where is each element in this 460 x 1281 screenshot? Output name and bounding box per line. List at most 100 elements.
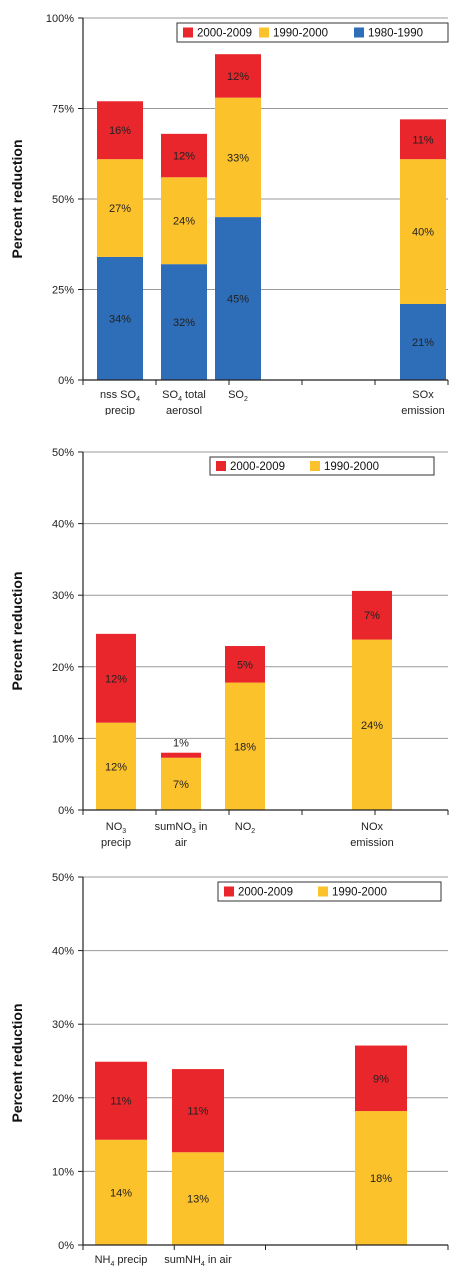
bar-segment <box>97 256 143 380</box>
bar-segment <box>95 1139 147 1245</box>
y-tick-label: 30% <box>52 590 74 602</box>
data-label: 18% <box>370 1173 392 1185</box>
category-label: NO2 <box>235 821 256 835</box>
data-label: 5% <box>237 659 253 671</box>
bar-segment <box>95 1061 147 1140</box>
bar-segment <box>355 1045 407 1112</box>
legend-box <box>176 22 449 43</box>
y-tick-label: 0% <box>58 805 74 817</box>
y-tick-label: 10% <box>52 733 74 745</box>
data-label: 16% <box>109 125 131 137</box>
chart-panel-sulfur: 0% 25% 50% 75% 100% 34% 27% 16% 32% 24% 12% 45% 33% 1… <box>0 0 460 415</box>
oxidized-nitrogen-reduction-chart: 0% 10% 20% 30% 40% 50% 12% 12% 7% 1% 18% 5% 24% 7% NO3… <box>9 447 449 849</box>
bar-segment <box>355 1111 407 1245</box>
data-label: 33% <box>227 152 249 164</box>
y-axis-label: Percent reduction <box>9 1003 25 1122</box>
bar-segment <box>96 722 136 810</box>
y-tick-label: 50% <box>52 447 74 459</box>
bar-segment <box>400 119 446 160</box>
y-tick-label: 0% <box>58 1240 74 1252</box>
category-label-line2: precip <box>101 837 131 849</box>
data-label: 7% <box>364 610 380 622</box>
y-tick-label: 25% <box>52 285 74 297</box>
category-label: NH4 precip <box>95 1254 148 1268</box>
y-tick-label: 40% <box>52 946 74 958</box>
data-label: 24% <box>173 216 195 228</box>
y-tick-label: 100% <box>46 13 74 25</box>
category-label: nss SO4 <box>100 389 140 403</box>
bar-segment <box>172 1152 224 1245</box>
data-label: 9% <box>373 1073 389 1085</box>
y-tick-label: 50% <box>52 872 74 884</box>
y-axis-label: Percent reduction <box>9 571 25 690</box>
bar-segment <box>352 590 392 640</box>
legend-swatch <box>216 461 226 471</box>
reduced-nitrogen-reduction-chart: 0% 10% 20% 30% 40% 50% 14% 11% 13% 11% 18% 9% NH4 pr… <box>9 872 449 1268</box>
bar-segment <box>161 177 207 265</box>
y-tick-label: 10% <box>52 1166 74 1178</box>
data-label: 45% <box>227 294 249 306</box>
bar-segment <box>352 639 392 810</box>
data-label: 12% <box>173 151 195 163</box>
y-tick-label: 20% <box>52 662 74 674</box>
data-label: 12% <box>105 673 127 685</box>
legend-swatch <box>259 27 269 38</box>
data-label: 18% <box>234 741 256 753</box>
category-label-line2: emission <box>401 405 444 415</box>
bar-segment <box>97 159 143 257</box>
data-label: 21% <box>412 337 434 349</box>
legend-box <box>217 881 442 902</box>
category-label: NO3 <box>106 821 127 835</box>
bar-segment <box>161 133 207 178</box>
legend-swatch <box>183 27 193 38</box>
category-label-line2: precip <box>105 405 135 415</box>
data-label: 32% <box>173 317 195 329</box>
bar-segment <box>225 682 265 810</box>
legend-label: 2000-2009 <box>230 461 285 473</box>
bar-segment <box>400 159 446 304</box>
chart-panel-oxidized-nitrogen: 0% 10% 20% 30% 40% 50% 12% 12% 7% 1% 18% 5% 24% 7% NO3… <box>0 430 460 860</box>
data-label: 34% <box>109 313 131 325</box>
category-label-line2: aerosol <box>166 405 202 415</box>
bar-segment <box>225 646 265 683</box>
legend-swatch <box>318 886 328 897</box>
data-label: 40% <box>412 227 434 239</box>
bar-segment <box>161 757 201 810</box>
legend-label: 2000-2009 <box>238 887 293 899</box>
data-label: 12% <box>227 71 249 83</box>
data-label: 11% <box>110 1096 131 1108</box>
category-label-line2: emission <box>350 837 393 849</box>
category-label: sumNO3 in <box>155 821 208 835</box>
legend-swatch <box>224 886 234 897</box>
legend-label: 1990-2000 <box>273 28 328 40</box>
category-label: SOx <box>412 389 434 401</box>
category-label-line2: air <box>175 837 188 849</box>
data-label: 13% <box>187 1194 209 1206</box>
data-label: 11% <box>412 134 433 146</box>
data-label: 1% <box>173 738 189 750</box>
data-label: 12% <box>105 761 127 773</box>
bar-segment <box>96 633 136 723</box>
data-label: 11% <box>187 1106 208 1118</box>
bar-segment <box>161 264 207 380</box>
legend-label: 1980-1990 <box>368 28 423 40</box>
bar-segment <box>97 101 143 160</box>
legend-swatch <box>310 461 320 471</box>
bar-segment <box>215 54 261 98</box>
bar-segment <box>400 303 446 380</box>
y-axis-label: Percent reduction <box>9 139 25 258</box>
y-tick-label: 50% <box>52 194 74 206</box>
data-label: 7% <box>173 779 189 791</box>
legend-swatch <box>354 27 364 38</box>
bar-segment <box>215 97 261 218</box>
y-tick-label: 75% <box>52 104 74 116</box>
legend-label: 1990-2000 <box>324 461 379 473</box>
y-tick-label: 0% <box>58 375 74 387</box>
category-label: NOx <box>361 821 384 833</box>
bar-segment <box>215 217 261 380</box>
y-tick-label: 40% <box>52 519 74 531</box>
sulfur-reduction-chart: 0% 25% 50% 75% 100% 34% 27% 16% 32% 24% 12% 45% 33% 1… <box>9 13 449 415</box>
category-label: sumNH4 in air <box>164 1254 232 1268</box>
chart-panel-reduced-nitrogen: 0% 10% 20% 30% 40% 50% 14% 11% 13% 11% 18% 9% NH4 pr… <box>0 865 460 1281</box>
category-label: SO4 total <box>162 389 206 403</box>
